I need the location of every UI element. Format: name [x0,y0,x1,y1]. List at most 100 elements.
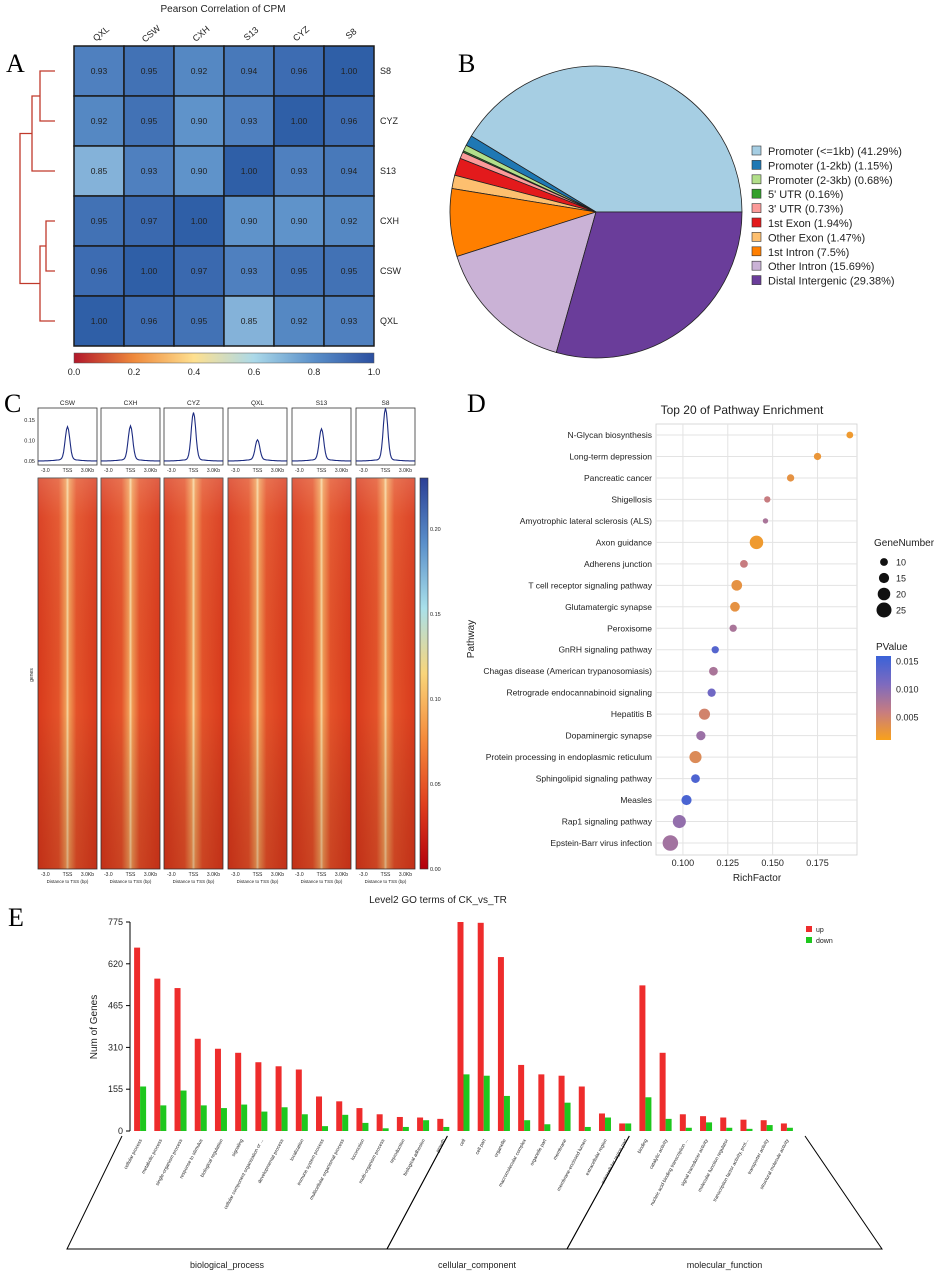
heatmap-cell [323,295,375,347]
heatmap-cell [173,245,225,297]
bar-up [174,988,181,1131]
plot-title: Top 20 of Pathway Enrichment [661,403,824,417]
bar-down [180,1090,187,1131]
y-axis-label: Num of Genes [89,995,100,1059]
pathway-label: Adherens junction [584,559,652,569]
bar-down [786,1127,793,1131]
colorbar-tick-label: 0.6 [248,367,261,377]
pathway-label: N-Glycan biosynthesis [567,430,652,440]
category-label: multicellular organismal process [309,1138,347,1202]
pathway-label: Shigellosis [611,494,652,504]
legend-swatch [806,926,812,932]
pie-slice [555,211,743,359]
pathway-dot [786,474,795,482]
category-label: cellular process [123,1138,144,1171]
bar-up [780,1123,787,1131]
heatmap-cell-value: 0.96 [341,116,358,126]
pathway-dot [846,431,854,439]
bar-down [382,1128,389,1131]
bar-down [645,1097,652,1131]
group-label: molecular_function [687,1260,763,1270]
heatmap-row-label: CXH [380,216,399,226]
category-label: cellular component organization or ... [223,1138,265,1210]
group-bracket [386,1135,630,1250]
heatmap-cell-value: 0.92 [91,116,108,126]
colorbar-tick-label: 0.00 [430,867,441,873]
profile-x-tick: -3.0 [231,468,240,474]
size-legend-label: 10 [896,558,906,568]
y-tick-label: 465 [108,1001,123,1011]
pathway-dot [762,518,769,524]
group-bracket [566,1135,883,1250]
size-legend-dot [877,587,891,601]
heatmap-cell-value: 0.90 [191,116,208,126]
panel-d-pathway-enrichment: Top 20 of Pathway Enrichment 0.100 0.125 0.… [466,403,935,884]
profile-title: CYZ [187,400,200,407]
bar-up [619,1123,626,1131]
panel-letter-a: A [6,49,25,78]
heatmap-cell [323,145,375,197]
bar-up [538,1074,545,1131]
pathway-dot [813,452,822,461]
heatmap-column-label: CSW [140,23,163,44]
y-tick-label: 0 [118,1126,123,1136]
profile-x-tick: -3.0 [104,468,113,474]
bar-down [362,1122,369,1131]
heatmap-cell [123,45,175,97]
heatmap-x-label: Distance to TSS (bp) [301,879,343,884]
profile-frame [291,407,352,466]
profile-title: CXH [124,400,138,407]
category-label: locomotion [350,1138,366,1162]
heatmap-cell-value: 0.92 [191,66,208,76]
bar-up [295,1069,302,1131]
panel-letter-e: E [8,903,24,932]
heatmap-x-label: Distance to TSS (bp) [237,879,279,884]
profile-x-tick: TSS [189,468,199,474]
pathway-dot [689,751,702,764]
legend-swatch [751,145,762,156]
legend-label: Other Exon (1.47%) [768,232,865,244]
heatmap-cell-value: 0.93 [241,116,258,126]
profile-title: QXL [251,400,264,407]
bar-down [160,1105,167,1131]
dendrogram-branch [45,220,55,272]
heatmap-cell-value: 1.00 [91,316,108,326]
sample-heatmap-shading [38,478,97,869]
profile-x-tick: TSS [253,468,263,474]
profile-y-tick: 0.15 [24,418,35,424]
legend-swatch [751,188,762,199]
heatmap-cell-value: 0.90 [291,216,308,226]
bar-down [584,1126,591,1131]
heatmap-x-tick: TSS [126,872,136,878]
size-legend-label: 15 [896,574,906,584]
color-legend-title: PValue [876,642,908,653]
bar-up [316,1096,323,1131]
bar-up [214,1048,221,1131]
pathway-label: Amyotrophic lateral sclerosis (ALS) [520,516,652,526]
heatmap-cell [73,295,125,347]
bar-down [281,1107,288,1131]
heatmap-cell-value: 0.92 [341,216,358,226]
heatmap-cell [223,295,275,347]
profile-title: S13 [316,400,328,407]
heatmap-cell [73,195,125,247]
bar-up [700,1116,707,1131]
heatmap-cell-value: 1.00 [241,166,258,176]
category-label: cell part [474,1138,487,1156]
legend-label: 3' UTR (0.73%) [768,204,843,216]
profile-x-tick: TSS [126,468,136,474]
dendrogram-branch [19,132,40,285]
heatmap-x-label: Distance to TSS (bp) [365,879,407,884]
bar-up [760,1120,767,1131]
profile-line [38,425,97,462]
heatmap-cell-value: 1.00 [341,66,358,76]
pathway-label: Peroxisome [607,623,652,633]
bar-up [497,957,504,1131]
bar-up [275,1066,282,1131]
bar-down [503,1095,510,1131]
colorbar-tick-label: 0.8 [308,367,321,377]
y-tick-label: 775 [108,917,123,927]
colorbar-tick-label: 0.4 [188,367,201,377]
heatmap-cell-value: 0.95 [191,316,208,326]
legend-swatch [751,160,762,170]
